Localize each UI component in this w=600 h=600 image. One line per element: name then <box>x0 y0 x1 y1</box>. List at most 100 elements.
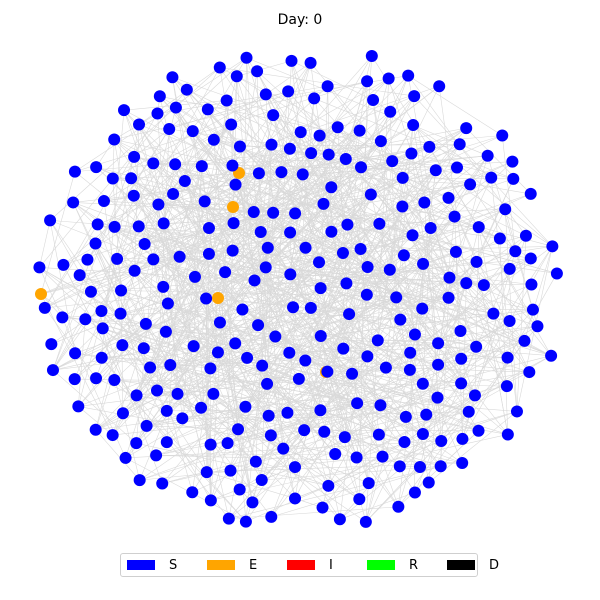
node-susceptible <box>157 217 170 230</box>
node-susceptible <box>393 460 406 473</box>
node-susceptible <box>386 155 399 168</box>
node-susceptible <box>403 363 416 376</box>
node-susceptible <box>195 160 208 173</box>
network-edge <box>232 250 532 285</box>
network-edge <box>412 124 553 247</box>
network-edge <box>39 220 51 268</box>
network-edge <box>319 135 527 237</box>
node-susceptible <box>399 410 412 423</box>
node-susceptible <box>198 195 211 208</box>
node-susceptible <box>95 305 108 318</box>
node-susceptible <box>472 221 485 234</box>
node-susceptible <box>353 493 366 506</box>
node-susceptible <box>133 474 146 487</box>
node-susceptible <box>204 494 217 507</box>
node-susceptible <box>468 389 481 402</box>
node-susceptible <box>204 438 217 451</box>
node-susceptible <box>420 408 433 421</box>
network-edge <box>114 194 371 228</box>
node-susceptible <box>261 377 274 390</box>
node-susceptible <box>336 247 349 260</box>
node-susceptible <box>264 429 277 442</box>
network-edge <box>261 365 325 432</box>
node-susceptible <box>285 54 298 67</box>
network-edge <box>399 309 534 467</box>
legend-item-i: I <box>281 554 361 576</box>
node-susceptible <box>477 279 490 292</box>
legend-swatch <box>127 560 155 570</box>
node-susceptible <box>359 515 372 528</box>
network-edge <box>365 466 421 523</box>
network-edge <box>157 113 233 251</box>
node-susceptible <box>454 324 467 337</box>
network-edge <box>227 340 378 444</box>
node-susceptible <box>418 196 431 209</box>
node-susceptible <box>362 477 375 490</box>
network-edge <box>138 226 462 360</box>
legend-item-e: E <box>201 554 281 576</box>
node-susceptible <box>361 261 374 274</box>
node-susceptible <box>277 442 290 455</box>
network-edge <box>228 506 399 519</box>
node-susceptible <box>130 389 143 402</box>
network-edge <box>389 111 397 298</box>
node-susceptible <box>470 255 483 268</box>
node-susceptible <box>481 149 494 162</box>
node-susceptible <box>287 301 300 314</box>
network-edge <box>403 255 449 298</box>
node-susceptible <box>240 51 253 64</box>
node-susceptible <box>284 268 297 281</box>
node-susceptible <box>111 252 124 265</box>
network-edge <box>403 255 416 335</box>
node-susceptible <box>371 334 384 347</box>
network-edge <box>298 378 399 507</box>
network-edge <box>165 266 368 333</box>
node-susceptible <box>139 317 152 330</box>
node-susceptible <box>225 118 238 131</box>
network-edge <box>125 238 501 459</box>
network-edge <box>322 383 424 508</box>
node-susceptible <box>115 284 128 297</box>
node-susceptible <box>137 342 150 355</box>
node-susceptible <box>493 232 506 245</box>
node-susceptible <box>151 107 164 120</box>
node-susceptible <box>434 460 447 473</box>
node-susceptible <box>246 496 259 509</box>
network-edge <box>272 212 387 368</box>
network-edge <box>101 110 125 358</box>
node-susceptible <box>204 362 217 375</box>
node-exposed <box>227 201 239 213</box>
node-susceptible <box>318 425 331 438</box>
node-susceptible <box>267 109 280 122</box>
node-susceptible <box>500 380 513 393</box>
node-susceptible <box>416 377 429 390</box>
node-susceptible <box>45 338 58 351</box>
node-exposed <box>212 292 224 304</box>
node-susceptible <box>97 195 110 208</box>
legend-swatch <box>287 560 315 570</box>
network-edge <box>112 166 203 436</box>
network-edge <box>428 397 438 483</box>
network-edge <box>345 158 450 278</box>
node-susceptible <box>503 262 516 275</box>
node-susceptible <box>138 238 151 251</box>
node-susceptible <box>313 256 326 269</box>
node-susceptible <box>233 140 246 153</box>
node-susceptible <box>510 405 523 418</box>
network-edge <box>172 76 436 171</box>
node-susceptible <box>221 437 234 450</box>
node-susceptible <box>314 404 327 417</box>
node-susceptible <box>108 133 121 146</box>
network-edge <box>380 141 425 203</box>
network-edge <box>72 202 259 326</box>
network-edge <box>205 298 211 369</box>
network-edge <box>206 471 296 499</box>
node-susceptible <box>424 221 437 234</box>
node-susceptible <box>150 449 163 462</box>
network-edge <box>305 263 424 361</box>
node-susceptible <box>364 188 377 201</box>
network-edge <box>419 227 480 468</box>
node-susceptible <box>160 404 173 417</box>
network-edge <box>235 184 344 254</box>
